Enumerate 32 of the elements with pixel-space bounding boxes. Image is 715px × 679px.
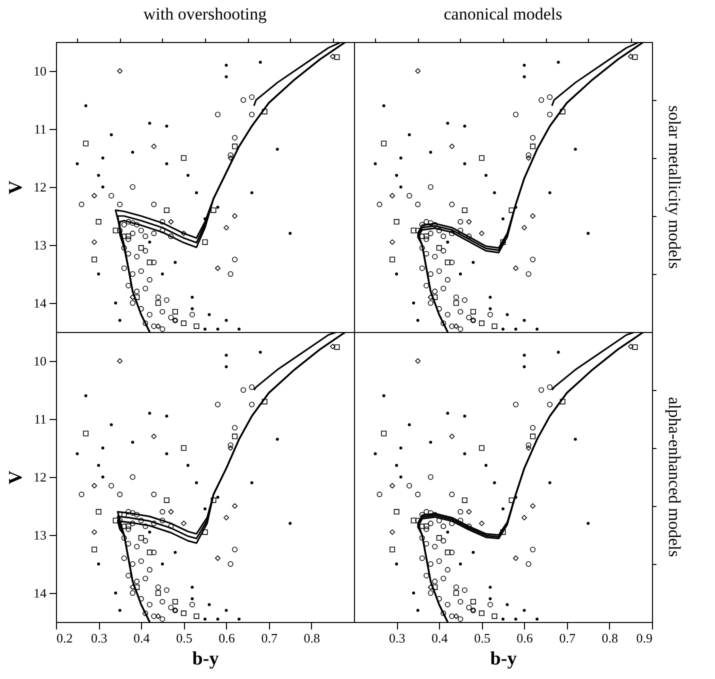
- y-tick-label: 11: [34, 122, 46, 136]
- y-axis-title: V: [6, 180, 26, 194]
- y-tick-label: 14: [34, 296, 47, 310]
- y-tick-label: 13: [34, 238, 46, 252]
- y-tick-label: 10: [34, 64, 46, 78]
- x-tick-label: 0.5: [176, 630, 192, 646]
- x-tick-label: 0.7: [559, 630, 576, 646]
- x-tick-label: 0.7: [261, 630, 278, 646]
- x-tick-label: 0.6: [218, 630, 236, 646]
- chart-title: canonical models: [444, 4, 562, 24]
- y-tick-label: 12: [34, 470, 46, 484]
- y-tick-label: 12: [34, 180, 46, 194]
- chart-title: with overshooting: [143, 4, 268, 24]
- y-tick-label: 14: [34, 586, 47, 600]
- y-tick-label: 13: [34, 528, 46, 542]
- x-axis-title: b-y: [490, 648, 518, 670]
- x-tick-label: 0.2: [56, 630, 73, 646]
- y-tick-label: 11: [34, 412, 46, 426]
- x-tick-label: 0.8: [304, 630, 320, 646]
- x-tick-label: 0.4: [134, 630, 150, 646]
- x-axis-title: b-y: [192, 648, 220, 670]
- text: alpha-enhanced models: [665, 396, 684, 558]
- x-tick-label: 0.3: [388, 630, 406, 646]
- y-tick-label: 10: [34, 354, 46, 368]
- x-tick-label: 0.5: [474, 630, 490, 646]
- x-tick-label: 0.9: [636, 630, 652, 646]
- x-tick-label: 0.8: [602, 630, 618, 646]
- text: solar metallicity models: [665, 105, 684, 269]
- x-tick-label: 0.3: [90, 630, 108, 646]
- x-tick-label: 0.6: [516, 630, 534, 646]
- x-tick-label: 0.4: [432, 630, 448, 646]
- y-axis-title: V: [6, 470, 26, 484]
